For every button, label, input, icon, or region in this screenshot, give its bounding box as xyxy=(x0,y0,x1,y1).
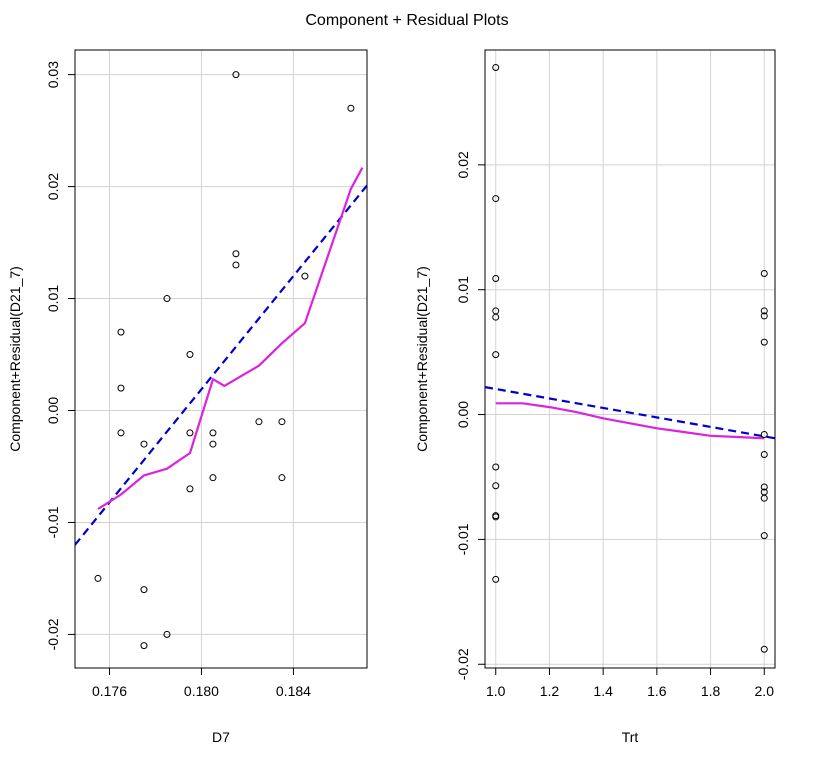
right-plot-frame xyxy=(484,49,776,669)
left-y-tick-label-5: 0.03 xyxy=(45,61,61,88)
right-point-7 xyxy=(492,482,500,490)
right-x-tick-label-5: 2.0 xyxy=(755,683,775,699)
right-x-tick-label-2: 1.4 xyxy=(593,683,613,699)
right-point-21 xyxy=(760,645,768,653)
left-point-10 xyxy=(186,429,194,437)
right-point-12 xyxy=(760,307,768,315)
right-point-2 xyxy=(492,274,500,282)
left-x-axis-label: D7 xyxy=(212,729,230,745)
right-y-tick-label-0: -0.02 xyxy=(455,648,471,680)
right-point-17 xyxy=(760,483,768,491)
right-x-tick-label-4: 1.8 xyxy=(701,683,721,699)
right-fit-line xyxy=(485,386,775,440)
right-point-4 xyxy=(492,313,500,321)
panel-right: 1.0 1.2 1.4 1.6 1.8 2.0 -0.02 -0.01 0.00 0.01 0.02… xyxy=(414,49,776,745)
left-point-18 xyxy=(255,418,263,426)
right-point-11 xyxy=(760,269,768,277)
right-y-axis-label: Component+Residual(D21_7) xyxy=(414,266,430,452)
left-point-1 xyxy=(117,328,125,336)
right-point-19 xyxy=(760,494,768,502)
right-y-tick-label-2: 0.00 xyxy=(455,401,471,428)
right-point-20 xyxy=(760,532,768,540)
right-x-tick-label-1: 1.2 xyxy=(540,683,560,699)
left-point-7 xyxy=(163,295,171,303)
figure-title: Component + Residual Plots xyxy=(305,12,508,29)
left-point-6 xyxy=(140,642,148,650)
left-point-11 xyxy=(186,485,194,493)
right-x-axis-label: Trt xyxy=(622,729,639,745)
right-y-tick-label-4: 0.02 xyxy=(455,151,471,178)
left-x-tick-label-1: 0.180 xyxy=(184,683,219,699)
left-y-tick-label-3: 0.01 xyxy=(45,285,61,312)
left-plot-frame xyxy=(74,49,368,669)
right-smooth-curve xyxy=(495,402,765,440)
left-point-22 xyxy=(347,104,355,112)
left-point-21 xyxy=(301,272,309,280)
right-point-1 xyxy=(492,195,500,203)
right-point-16 xyxy=(760,451,768,459)
right-y-tick-label-3: 0.01 xyxy=(455,276,471,303)
left-y-axis-label: Component+Residual(D21_7) xyxy=(7,266,23,452)
left-point-17 xyxy=(232,261,240,269)
left-point-4 xyxy=(140,440,148,448)
left-point-15 xyxy=(232,71,240,79)
left-point-16 xyxy=(232,250,240,258)
panel-left: 0.176 0.180 0.184 -0.02 -0.01 0.00 0.01 0.02 0.0… xyxy=(7,49,368,745)
right-point-15 xyxy=(760,431,768,439)
right-point-14 xyxy=(760,338,768,346)
left-smooth-curve xyxy=(97,167,364,510)
left-y-tick-label-2: 0.00 xyxy=(45,397,61,424)
right-point-5 xyxy=(492,351,500,359)
right-point-6 xyxy=(492,463,500,471)
left-point-3 xyxy=(117,429,125,437)
left-point-5 xyxy=(140,586,148,594)
left-y-tick-label-1: -0.01 xyxy=(45,506,61,538)
left-point-20 xyxy=(278,474,286,482)
left-x-tick-label-0: 0.176 xyxy=(92,683,127,699)
left-point-19 xyxy=(278,418,286,426)
left-point-8 xyxy=(163,630,171,638)
left-x-tick-label-2: 0.184 xyxy=(276,683,311,699)
right-point-0 xyxy=(492,63,500,71)
right-point-13 xyxy=(760,312,768,320)
right-point-9 xyxy=(492,513,500,521)
right-x-tick-label-0: 1.0 xyxy=(486,683,506,699)
left-y-tick-label-0: -0.02 xyxy=(45,618,61,650)
left-point-14 xyxy=(209,474,217,482)
right-point-10 xyxy=(492,575,500,583)
left-point-0 xyxy=(94,574,102,582)
left-y-tick-label-4: 0.02 xyxy=(45,173,61,200)
left-point-9 xyxy=(186,351,194,359)
right-y-tick-label-1: -0.01 xyxy=(455,523,471,555)
left-point-13 xyxy=(209,440,217,448)
right-x-tick-label-3: 1.6 xyxy=(647,683,667,699)
left-point-12 xyxy=(209,429,217,437)
left-fit-line xyxy=(75,184,367,546)
left-point-2 xyxy=(117,384,125,392)
